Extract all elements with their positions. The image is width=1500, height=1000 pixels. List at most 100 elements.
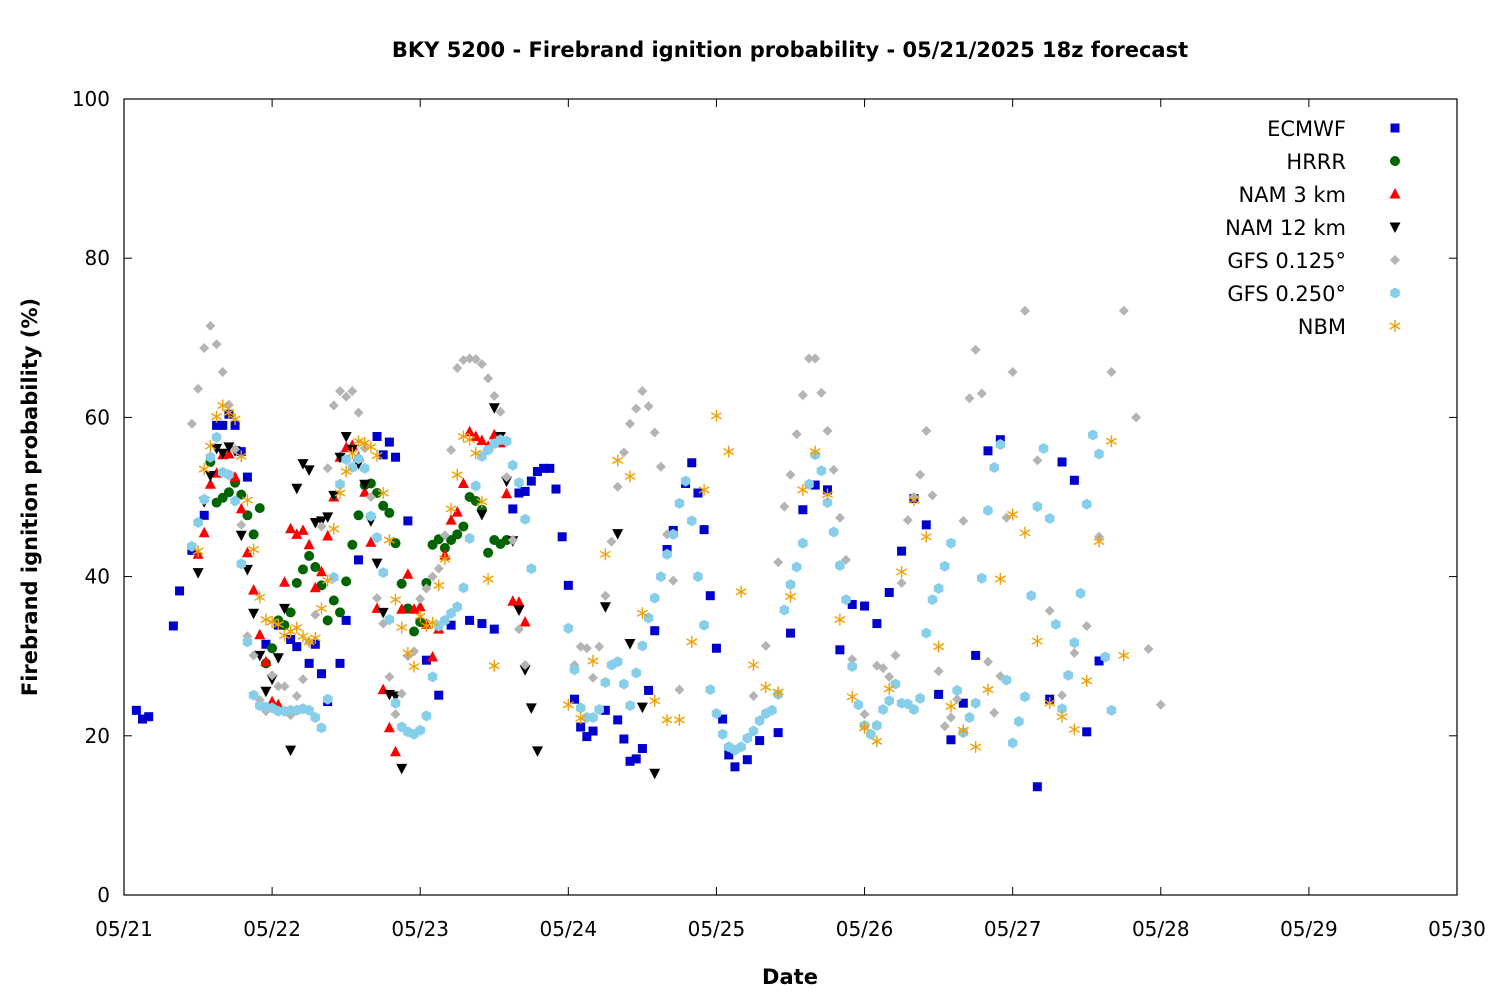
- data-point: [809, 445, 821, 458]
- data-point: [643, 401, 654, 412]
- data-point: [859, 721, 871, 734]
- data-point: [896, 578, 907, 588]
- data-point: [878, 663, 889, 674]
- data-point: [335, 478, 345, 490]
- data-point: [507, 535, 518, 545]
- data-point: [1063, 669, 1073, 681]
- data-point: [649, 427, 660, 438]
- data-point: [1106, 704, 1117, 716]
- data-point: [1131, 412, 1142, 423]
- data-point: [489, 390, 500, 401]
- data-point: [582, 732, 592, 742]
- data-point: [235, 502, 247, 514]
- legend-marker: [1389, 188, 1401, 199]
- data-point: [309, 518, 321, 529]
- data-point: [144, 712, 154, 722]
- data-point: [291, 621, 303, 634]
- data-point: [860, 601, 870, 611]
- data-point: [625, 756, 635, 766]
- data-point: [791, 429, 802, 440]
- data-point: [1081, 621, 1092, 631]
- data-point: [1051, 618, 1061, 630]
- data-point: [297, 524, 309, 535]
- data-point: [471, 480, 481, 492]
- data-point: [372, 532, 382, 544]
- data-point: [217, 367, 228, 377]
- data-point: [693, 488, 703, 498]
- data-point: [434, 690, 444, 700]
- data-point: [1020, 691, 1030, 703]
- y-tick-label: 80: [85, 246, 110, 270]
- data-point: [612, 656, 623, 668]
- data-point: [205, 320, 216, 331]
- data-point: [452, 529, 463, 540]
- data-point: [286, 634, 296, 644]
- data-point: [674, 497, 685, 509]
- data-point: [1094, 448, 1104, 460]
- data-point: [525, 703, 537, 714]
- data-point: [427, 651, 439, 662]
- data-point: [211, 410, 223, 423]
- data-point: [982, 683, 994, 696]
- data-point: [384, 671, 395, 682]
- data-point: [773, 557, 784, 568]
- data-point: [328, 522, 340, 535]
- data-point: [939, 721, 950, 732]
- data-point: [291, 528, 303, 539]
- data-point: [625, 700, 635, 712]
- data-point: [482, 572, 494, 585]
- y-tick-label: 100: [72, 87, 110, 111]
- data-point: [705, 591, 715, 601]
- data-point: [748, 725, 759, 737]
- data-point: [933, 640, 945, 653]
- data-point: [569, 664, 580, 676]
- data-point: [328, 400, 339, 411]
- x-tick-label: 05/22: [243, 917, 301, 941]
- data-point: [451, 468, 463, 481]
- data-point: [784, 590, 797, 603]
- data-point: [557, 532, 567, 542]
- data-point: [594, 641, 605, 652]
- data-point: [786, 628, 795, 638]
- data-point: [335, 658, 345, 668]
- data-point: [575, 712, 587, 725]
- data-point: [1118, 305, 1129, 316]
- data-point: [816, 465, 827, 477]
- data-point: [526, 476, 536, 486]
- data-point: [316, 722, 327, 734]
- x-tick-label: 05/27: [984, 917, 1042, 941]
- data-point: [254, 591, 266, 604]
- data-point: [958, 515, 969, 526]
- data-point: [1069, 637, 1080, 649]
- data-point: [1032, 501, 1043, 513]
- x-tick-label: 05/21: [95, 917, 153, 941]
- data-point: [1001, 674, 1012, 686]
- data-point: [267, 670, 278, 681]
- data-point: [952, 684, 962, 696]
- data-point: [705, 684, 715, 696]
- data-point: [310, 562, 321, 573]
- data-point: [747, 658, 760, 671]
- data-point: [816, 387, 827, 398]
- data-point: [798, 537, 808, 549]
- data-point: [224, 469, 234, 481]
- data-point: [668, 528, 678, 540]
- data-point: [563, 622, 574, 634]
- data-point: [588, 672, 598, 683]
- data-point: [341, 391, 352, 402]
- data-point: [1106, 367, 1117, 377]
- data-point: [304, 704, 314, 716]
- data-point: [1020, 305, 1030, 316]
- data-point: [594, 704, 604, 715]
- data-point: [853, 699, 864, 711]
- data-point: [1044, 605, 1055, 616]
- data-point: [1069, 475, 1079, 485]
- data-point: [828, 464, 839, 475]
- data-point: [205, 451, 216, 463]
- series-gfs-0-250: [187, 429, 1117, 756]
- data-point: [340, 432, 352, 443]
- x-tick-label: 05/26: [836, 917, 894, 941]
- data-point: [847, 654, 858, 665]
- data-point: [409, 646, 420, 657]
- data-point: [267, 643, 278, 654]
